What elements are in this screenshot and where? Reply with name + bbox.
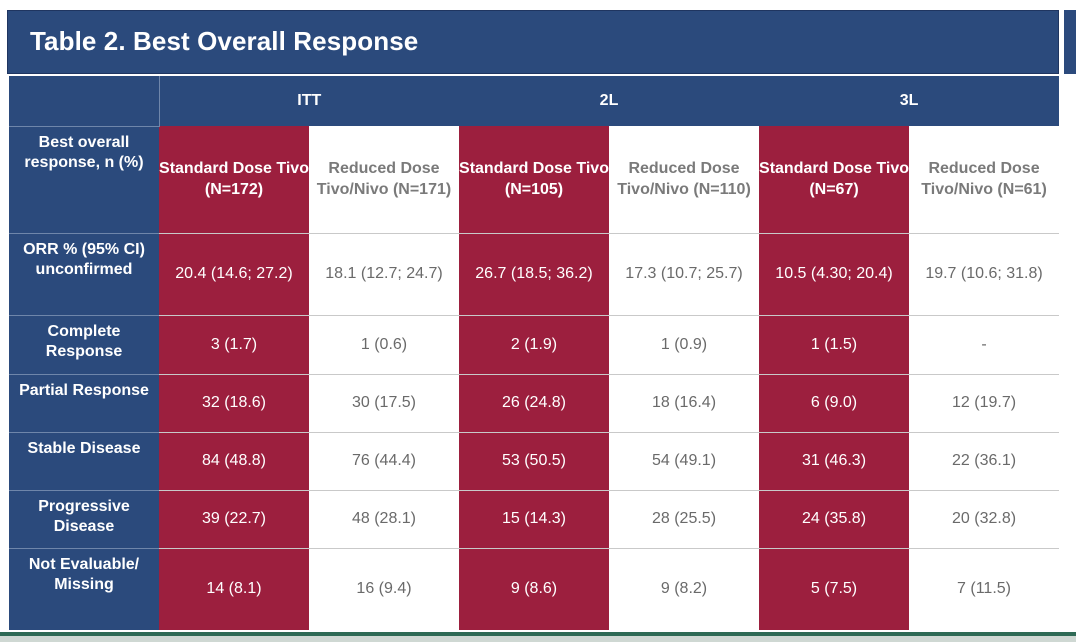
table-corner-cell: [9, 76, 160, 127]
table-cell: 7 (11.5): [909, 547, 1060, 630]
table-cell: 6 (9.0): [759, 373, 910, 432]
group-header-3l: 3L: [759, 76, 1060, 126]
table-cell: 19.7 (10.6; 31.8): [909, 232, 1060, 315]
row-label-header: Best overall response, n (%): [9, 126, 159, 233]
table-cell: 30 (17.5): [309, 373, 459, 432]
column-header: Standard Dose Tivo (N=172): [159, 126, 309, 233]
group-header-itt: ITT: [159, 76, 459, 126]
table-cell: 76 (44.4): [309, 431, 459, 490]
table-cell: 18.1 (12.7; 24.7): [309, 232, 459, 315]
table-cell: 3 (1.7): [159, 314, 309, 374]
table-cell: 48 (28.1): [309, 489, 459, 548]
table-cell: 26 (24.8): [459, 373, 609, 432]
row-label: Stable Disease: [9, 431, 159, 490]
title-bar: Table 2. Best Overall Response: [7, 10, 1059, 74]
column-header: Reduced Dose Tivo/Nivo (N=61): [909, 126, 1060, 233]
table-cell: 28 (25.5): [609, 489, 760, 548]
table-cell: 1 (1.5): [759, 314, 910, 374]
row-label: Partial Response: [9, 373, 159, 432]
table-cell: 10.5 (4.30; 20.4): [759, 232, 910, 315]
table-cell: 24 (35.8): [759, 489, 910, 548]
table-cell: -: [909, 314, 1060, 374]
table-cell: 14 (8.1): [159, 547, 309, 630]
table-row: Not Evaluable/ Missing 14 (8.1) 16 (9.4)…: [9, 547, 1060, 630]
row-label: Progressive Disease: [9, 489, 159, 548]
table-cell: 16 (9.4): [309, 547, 459, 630]
row-label: Complete Response: [9, 314, 159, 374]
row-label: ORR % (95% CI) unconfirmed: [9, 232, 159, 315]
table-cell: 20.4 (14.6; 27.2): [159, 232, 309, 315]
table-cell: 1 (0.9): [609, 314, 760, 374]
table-cell: 2 (1.9): [459, 314, 609, 374]
table-cell: 9 (8.6): [459, 547, 609, 630]
table-row: Complete Response 3 (1.7) 1 (0.6) 2 (1.9…: [9, 314, 1060, 374]
group-header-row: ITT 2L 3L: [9, 76, 1060, 127]
column-header: Standard Dose Tivo (N=67): [759, 126, 910, 233]
table-cell: 84 (48.8): [159, 431, 309, 490]
footer-divider: [0, 632, 1076, 636]
table-cell: 15 (14.3): [459, 489, 609, 548]
table-cell: 20 (32.8): [909, 489, 1060, 548]
table-cell: 31 (46.3): [759, 431, 910, 490]
page-title: Table 2. Best Overall Response: [30, 26, 419, 56]
table-row: Stable Disease 84 (48.8) 76 (44.4) 53 (5…: [9, 431, 1060, 490]
footer-band: [0, 636, 1076, 642]
table-row: Partial Response 32 (18.6) 30 (17.5) 26 …: [9, 373, 1060, 432]
table-cell: 53 (50.5): [459, 431, 609, 490]
table-cell: 18 (16.4): [609, 373, 760, 432]
column-header: Reduced Dose Tivo/Nivo (N=110): [609, 126, 760, 233]
table-cell: 17.3 (10.7; 25.7): [609, 232, 760, 315]
group-header-2l: 2L: [459, 76, 760, 126]
table-row: ORR % (95% CI) unconfirmed 20.4 (14.6; 2…: [9, 232, 1060, 315]
table-row: Progressive Disease 39 (22.7) 48 (28.1) …: [9, 489, 1060, 548]
column-header-row: Best overall response, n (%) Standard Do…: [9, 126, 1060, 233]
column-header: Reduced Dose Tivo/Nivo (N=171): [309, 126, 459, 233]
table-cell: 9 (8.2): [609, 547, 760, 630]
table-cell: 5 (7.5): [759, 547, 910, 630]
table-cell: 39 (22.7): [159, 489, 309, 548]
table-cell: 32 (18.6): [159, 373, 309, 432]
decorative-strip: [1064, 10, 1076, 74]
table-cell: 1 (0.6): [309, 314, 459, 374]
response-table: ITT 2L 3L Best overall response, n (%) S…: [9, 76, 1060, 630]
row-label: Not Evaluable/ Missing: [9, 547, 159, 630]
table-cell: 54 (49.1): [609, 431, 760, 490]
column-header: Standard Dose Tivo (N=105): [459, 126, 609, 233]
table-cell: 22 (36.1): [909, 431, 1060, 490]
table-cell: 12 (19.7): [909, 373, 1060, 432]
table-cell: 26.7 (18.5; 36.2): [459, 232, 609, 315]
